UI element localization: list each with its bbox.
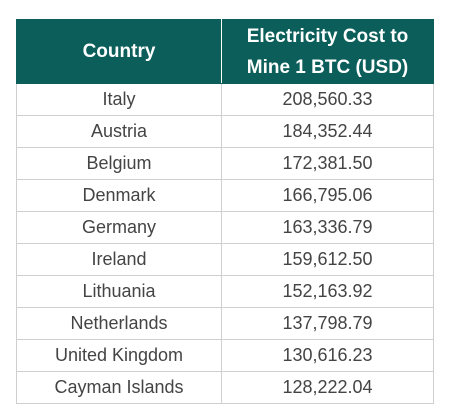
table-row: Italy 208,560.33	[16, 83, 434, 116]
table-row: United Kingdom 130,616.23	[16, 339, 434, 372]
cost-cell: 128,222.04	[221, 371, 434, 404]
country-cell: Denmark	[16, 179, 222, 212]
country-cell: Italy	[16, 83, 222, 116]
cost-cell: 184,352.44	[221, 115, 434, 148]
cost-cell: 130,616.23	[221, 339, 434, 372]
table-row: Denmark 166,795.06	[16, 179, 434, 212]
electricity-cost-table: Country Electricity Cost to Mine 1 BTC (…	[16, 19, 434, 404]
country-cell: Belgium	[16, 147, 222, 180]
country-cell: Germany	[16, 211, 222, 244]
country-cell: Cayman Islands	[16, 371, 222, 404]
table-row: Belgium 172,381.50	[16, 147, 434, 180]
header-electricity-cost: Electricity Cost to Mine 1 BTC (USD)	[221, 19, 434, 84]
cost-table-container: Country Electricity Cost to Mine 1 BTC (…	[16, 19, 434, 404]
cost-cell: 208,560.33	[221, 83, 434, 116]
table-row: Netherlands 137,798.79	[16, 307, 434, 340]
table-row: Lithuania 152,163.92	[16, 275, 434, 308]
cost-cell: 137,798.79	[221, 307, 434, 340]
table-row: Austria 184,352.44	[16, 115, 434, 148]
country-cell: United Kingdom	[16, 339, 222, 372]
country-cell: Lithuania	[16, 275, 222, 308]
header-country: Country	[16, 19, 222, 84]
table-row: Germany 163,336.79	[16, 211, 434, 244]
country-cell: Ireland	[16, 243, 222, 276]
country-cell: Austria	[16, 115, 222, 148]
cost-cell: 152,163.92	[221, 275, 434, 308]
country-cell: Netherlands	[16, 307, 222, 340]
table-row: Ireland 159,612.50	[16, 243, 434, 276]
cost-cell: 159,612.50	[221, 243, 434, 276]
table-row: Cayman Islands 128,222.04	[16, 371, 434, 404]
table-header: Country Electricity Cost to Mine 1 BTC (…	[16, 19, 434, 84]
cost-cell: 166,795.06	[221, 179, 434, 212]
cost-cell: 163,336.79	[221, 211, 434, 244]
table-body: Italy 208,560.33 Austria 184,352.44 Belg…	[16, 83, 434, 404]
cost-cell: 172,381.50	[221, 147, 434, 180]
header-row: Country Electricity Cost to Mine 1 BTC (…	[16, 19, 434, 84]
